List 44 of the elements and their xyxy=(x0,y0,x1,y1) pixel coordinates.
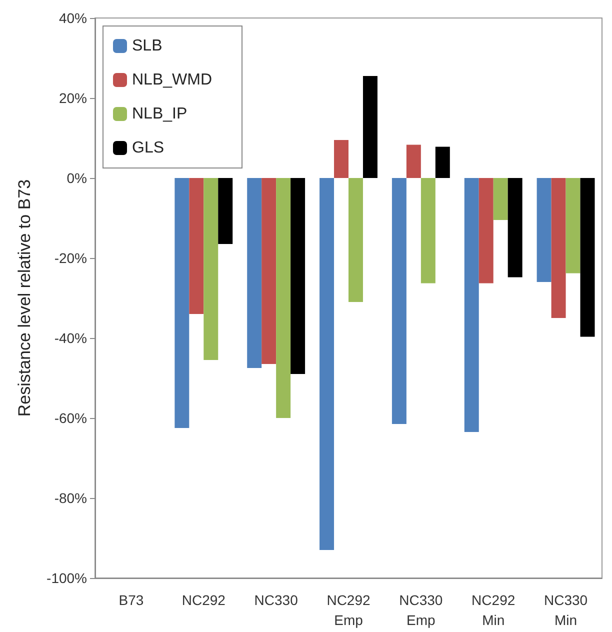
bar xyxy=(580,178,595,337)
bar xyxy=(276,178,291,418)
bar xyxy=(334,140,348,178)
x-tick-label: NC292 xyxy=(182,592,226,608)
x-tick-label: B73 xyxy=(118,592,144,608)
y-tick-label: -80% xyxy=(54,490,87,506)
y-tick-label: -100% xyxy=(46,570,87,586)
bar xyxy=(420,178,436,284)
bar xyxy=(406,144,421,178)
bar xyxy=(290,178,306,374)
legend-label: NLB_IP xyxy=(132,106,188,122)
bar xyxy=(174,178,190,428)
legend-label: GLS xyxy=(132,140,164,156)
y-tick-label: -60% xyxy=(54,410,87,426)
bar xyxy=(464,178,479,432)
bar xyxy=(320,178,334,550)
y-tick-label: -40% xyxy=(54,330,87,346)
x-tick-label: NC330 Emp xyxy=(399,592,443,628)
legend-label: SLB xyxy=(132,38,162,54)
legend-label: NLB_WMD xyxy=(132,72,212,88)
bar xyxy=(348,178,363,302)
bar xyxy=(262,178,276,364)
bar xyxy=(218,178,233,244)
bar xyxy=(392,178,406,424)
y-axis-title: Resistance level relative to B73 xyxy=(15,179,34,417)
y-tick-label: -20% xyxy=(54,250,87,266)
bar xyxy=(536,178,552,282)
y-tick-label: 0% xyxy=(66,170,87,186)
bar xyxy=(362,76,378,178)
y-tick-label: 40% xyxy=(58,10,87,26)
x-tick-label: NC292 Emp xyxy=(326,592,370,628)
x-tick-label: NC330 Min xyxy=(544,592,588,628)
bar xyxy=(189,178,204,314)
bar xyxy=(508,178,522,278)
x-tick-label: NC292 Min xyxy=(472,592,516,628)
bar xyxy=(478,178,494,284)
bar xyxy=(493,178,508,220)
bar xyxy=(247,178,262,368)
x-tick-label: NC330 xyxy=(254,592,298,608)
y-tick-label: 20% xyxy=(58,90,87,106)
bar xyxy=(204,178,218,360)
bar xyxy=(551,178,566,318)
bar xyxy=(435,146,450,178)
bar xyxy=(566,178,580,274)
